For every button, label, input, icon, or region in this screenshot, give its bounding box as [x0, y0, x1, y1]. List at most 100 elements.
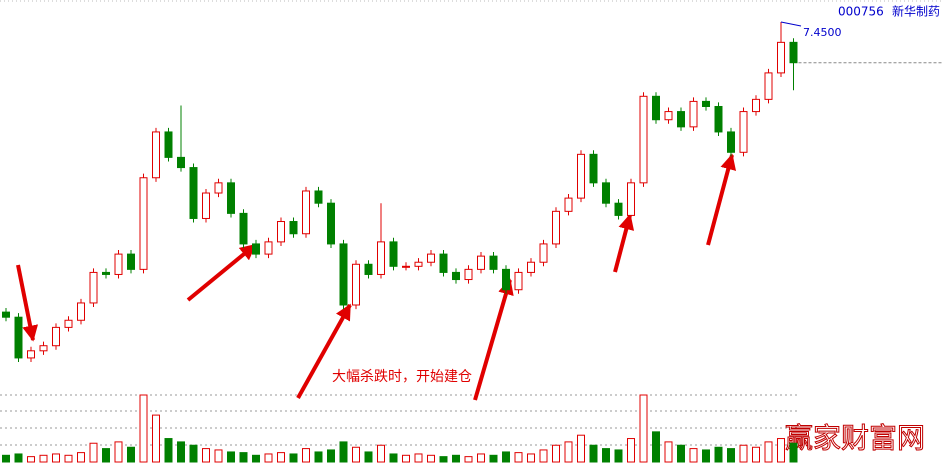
volume-bar	[539, 449, 548, 463]
volume-bar	[702, 449, 710, 463]
candle-body	[189, 167, 198, 219]
candle-body	[652, 95, 660, 121]
candle-body	[277, 221, 285, 243]
candle-body	[352, 263, 360, 306]
candle-body	[364, 263, 373, 275]
candle-body	[52, 326, 60, 347]
volume-bar	[27, 456, 35, 463]
volume-bar	[302, 448, 310, 463]
volume-bar	[152, 414, 160, 463]
candle-body	[477, 255, 485, 270]
candle-body	[14, 316, 23, 359]
volume-bar	[389, 453, 398, 463]
volume-bar	[489, 454, 498, 463]
volume-bar	[39, 454, 48, 463]
candle-body	[627, 182, 635, 216]
volume-bar	[639, 394, 648, 463]
candle-body	[127, 253, 135, 270]
candle-body	[539, 243, 548, 263]
volume-bar	[464, 456, 473, 463]
volume-bar	[477, 453, 485, 463]
volume-bar	[564, 441, 573, 463]
candle-body	[502, 268, 510, 291]
volume-bar	[77, 452, 85, 463]
candle-body	[102, 271, 110, 275]
max-price-label: 7.4500	[803, 26, 842, 39]
volume-bar	[614, 449, 623, 463]
volume-bar	[239, 452, 248, 463]
watermark: 赢家财富网	[785, 422, 925, 455]
candle-body	[527, 261, 535, 273]
volume-grid	[0, 394, 800, 446]
candle-body	[139, 177, 148, 270]
candle-body	[714, 105, 723, 133]
volume-bar	[339, 441, 348, 463]
volume-bar	[202, 448, 210, 463]
volume-bar	[789, 442, 798, 463]
candle-body	[389, 241, 398, 267]
volume-bar	[514, 452, 523, 463]
volume-bar	[114, 441, 123, 463]
volume-bar	[427, 454, 435, 463]
volume-bar	[377, 444, 385, 463]
candle-body	[252, 243, 260, 255]
candle-body	[639, 95, 648, 184]
volume-bar	[364, 451, 373, 463]
volume-bar	[227, 451, 235, 463]
candle-body	[89, 271, 98, 304]
candle-body	[27, 350, 35, 359]
candle-body	[377, 241, 385, 275]
stock-code: 000756	[838, 5, 884, 19]
volume-bar	[439, 456, 448, 463]
candle-body	[214, 182, 223, 194]
candle-body	[764, 72, 773, 100]
candle-body	[239, 212, 248, 245]
candle-body	[514, 271, 523, 291]
candle-body	[677, 111, 685, 128]
annotation: 大幅杀跌时，开始建仓	[332, 369, 472, 385]
candle-body	[427, 253, 435, 263]
candle-body	[664, 111, 673, 121]
candle-body	[439, 253, 448, 273]
candle-body	[789, 41, 798, 64]
volume-bar	[127, 446, 135, 463]
volume-bar	[164, 438, 173, 463]
candle-body	[339, 243, 348, 306]
volume-bar	[739, 444, 748, 463]
volume-bar	[527, 453, 535, 463]
volume-bar	[264, 453, 273, 463]
candle-body	[739, 111, 748, 153]
volume-bar	[327, 449, 335, 463]
candle-body	[727, 131, 735, 153]
volume-bar	[214, 449, 223, 463]
volume-bar	[252, 454, 260, 463]
volume-bar	[189, 444, 198, 463]
candle-body	[689, 100, 698, 128]
candle-body	[114, 253, 123, 275]
volume-bar	[452, 454, 460, 463]
volume-bar	[552, 444, 560, 463]
candle-body	[702, 100, 710, 107]
volume-bar	[2, 454, 10, 463]
candle-body	[39, 345, 48, 352]
volume-bar	[652, 431, 660, 463]
volume-bar	[277, 452, 285, 463]
candle-body	[614, 202, 623, 216]
candle-body	[489, 255, 498, 270]
volume-bar	[402, 454, 410, 463]
candle-body	[227, 182, 235, 214]
candle-body	[552, 210, 560, 245]
candle-body	[752, 98, 760, 113]
candle-body	[464, 268, 473, 281]
candle-body	[264, 241, 273, 255]
candle-body	[564, 197, 573, 212]
volume-bar	[664, 441, 673, 463]
candle-body	[302, 190, 310, 235]
max-pointer	[780, 21, 802, 27]
candle-body	[177, 156, 185, 169]
candle-body	[202, 192, 210, 219]
volume-bar	[352, 446, 360, 463]
volume-bar	[677, 444, 685, 463]
volume-bar	[52, 453, 60, 463]
candle-body	[452, 271, 460, 281]
